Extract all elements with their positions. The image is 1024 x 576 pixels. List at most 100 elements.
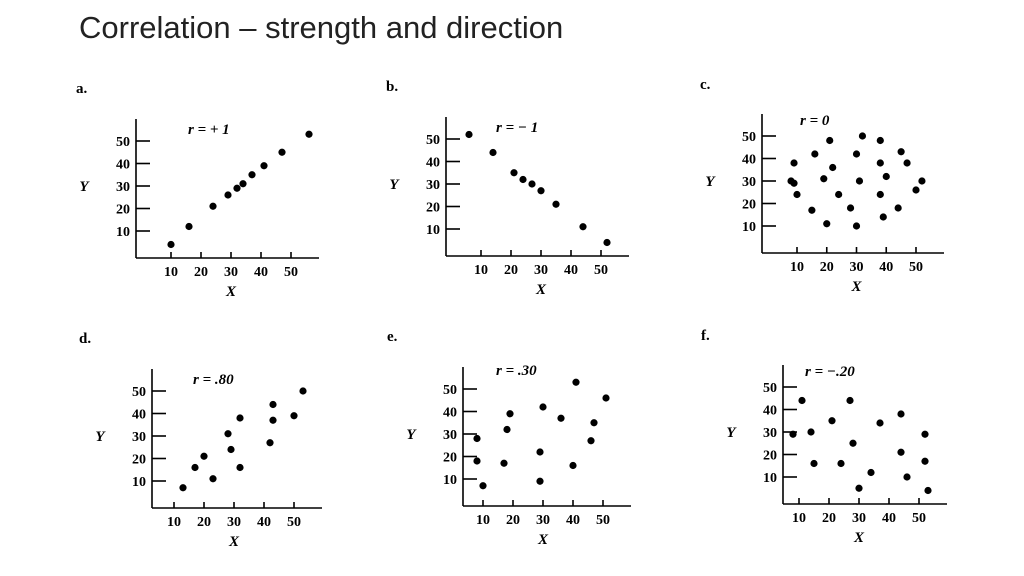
panel-3-data-point (858, 132, 867, 140)
panel-5-data-point (572, 378, 580, 386)
panel-4-data-point (290, 412, 298, 420)
panel-5-data-point (506, 410, 514, 418)
panel-2-x-tick-label: 30 (534, 263, 548, 278)
panel-6-data-point (849, 439, 857, 447)
panel-4-data-point (209, 475, 217, 483)
panel-2-y-tick-label: 10 (426, 223, 440, 238)
panel-4-data-point (269, 416, 277, 424)
panel-6-title: r = −.20 (805, 364, 855, 380)
panel-3-x-tick-label: 10 (790, 260, 804, 275)
panel-3-y-tick-label: 50 (742, 130, 756, 145)
panel-3-data-point (811, 150, 819, 158)
panel-1-y-label: Y (79, 179, 90, 195)
panel-6-data-point (789, 430, 797, 438)
panel-3-x-tick-label: 50 (909, 260, 923, 275)
panel-6-y-tick-label: 10 (763, 471, 777, 486)
panel-5-data-point (557, 414, 565, 422)
panel-6-data-point (876, 419, 884, 427)
panel-1-y-tick-label: 50 (116, 135, 130, 150)
panel-3-data-point (826, 136, 834, 145)
panel-4-data-point (227, 445, 235, 454)
panel-3-data-point (876, 136, 884, 145)
panel-3-x-tick-label: 30 (850, 260, 864, 275)
panel-3-data-point (879, 213, 887, 221)
panel-3-y-tick-label: 40 (742, 153, 756, 168)
panel-2-data-point (510, 169, 518, 177)
panel-5-data-point (473, 434, 481, 443)
panel-3-x-tick-label: 20 (820, 260, 834, 275)
panel-2-data-point (579, 223, 587, 231)
panel-2-data-point (537, 187, 545, 195)
panel-5-y-tick-label: 40 (443, 406, 457, 421)
panel-3-data-point (852, 150, 861, 158)
panel-4-letter: d. (79, 331, 91, 347)
panel-3-data-point (829, 163, 837, 172)
panel-4-y-tick-label: 40 (132, 408, 146, 423)
panel-4-data-point (236, 414, 244, 422)
panel-3-data-point (855, 177, 864, 185)
panel-5-letter: e. (387, 329, 398, 345)
panel-6-y-tick-label: 30 (763, 426, 777, 441)
panel-5-y-tick-label: 10 (443, 473, 457, 488)
panel-2-data-point (528, 180, 536, 188)
panel-6-data-point (810, 459, 818, 468)
panel-6-data-point (846, 396, 854, 405)
panel-2-letter: b. (386, 79, 398, 95)
panel-3-data-point (912, 186, 920, 194)
panel-5-data-point (536, 448, 544, 456)
panel-5-data-point (539, 403, 547, 411)
panel-5-x-tick-label: 50 (596, 513, 610, 528)
panel-1-y-tick-label: 40 (116, 158, 130, 173)
panel-3-title: r = 0 (800, 113, 830, 129)
panel-5-data-point (503, 425, 511, 434)
panel-6-x-tick-label: 10 (792, 511, 806, 526)
panel-3-data-point (894, 204, 902, 212)
panel-5-title: r = .30 (496, 363, 537, 379)
panel-3-y-tick-label: 10 (742, 220, 756, 235)
panel-1-data-point (305, 130, 313, 138)
panel-5-x-label: X (537, 532, 549, 548)
panel-3-data-point (787, 177, 795, 185)
panel-2-data-point (603, 238, 611, 247)
panel-6-data-point (897, 410, 905, 418)
panel-4-x-tick-label: 40 (257, 515, 271, 530)
panel-2-y-tick-label: 30 (426, 178, 440, 193)
panel-4-data-point (266, 439, 274, 447)
panel-1-data-point (239, 180, 247, 188)
panel-4-x-tick-label: 20 (197, 515, 211, 530)
panel-1-y-tick-label: 30 (116, 180, 130, 195)
panel-4-y-label: Y (95, 429, 106, 445)
panel-6-y-tick-label: 20 (763, 449, 777, 464)
panel-3-y-tick-label: 30 (742, 175, 756, 190)
panel-6-data-point (855, 484, 863, 492)
panel-3-data-point (897, 148, 905, 156)
panel-3-data-point (846, 204, 855, 212)
panel-4-data-point (179, 484, 187, 492)
panel-3-data-point (852, 222, 861, 230)
panel-4-data-point (236, 463, 244, 472)
panel-3-data-point (790, 159, 798, 167)
panel-5-x-tick-label: 40 (566, 513, 580, 528)
slide-title: Correlation – strength and direction (79, 10, 564, 45)
panel-2-data-point (489, 148, 497, 157)
panel-6-x-tick-label: 40 (882, 511, 896, 526)
panel-6-data-point (924, 486, 932, 495)
panel-4-data-point (269, 400, 277, 409)
panel-6-data-point (837, 459, 845, 468)
panel-3-y-tick-label: 20 (742, 198, 756, 213)
panel-1-data-point (167, 240, 175, 249)
panel-1-data-point (233, 184, 241, 192)
panel-4-data-point (191, 463, 199, 472)
panel-5-x-tick-label: 10 (476, 513, 490, 528)
panel-3-data-point (882, 172, 890, 181)
panel-1-y-tick-label: 10 (116, 225, 130, 240)
panel-6-data-point (798, 396, 806, 405)
panel-2-x-tick-label: 40 (564, 263, 578, 278)
panel-4-x-label: X (228, 534, 240, 550)
panel-3-data-point (918, 177, 926, 185)
panel-5-data-point (500, 459, 508, 467)
panel-3-y-label: Y (705, 174, 716, 190)
panel-1-letter: a. (76, 81, 88, 97)
panel-6-x-label: X (853, 530, 865, 546)
panel-1-x-tick-label: 50 (284, 265, 298, 280)
